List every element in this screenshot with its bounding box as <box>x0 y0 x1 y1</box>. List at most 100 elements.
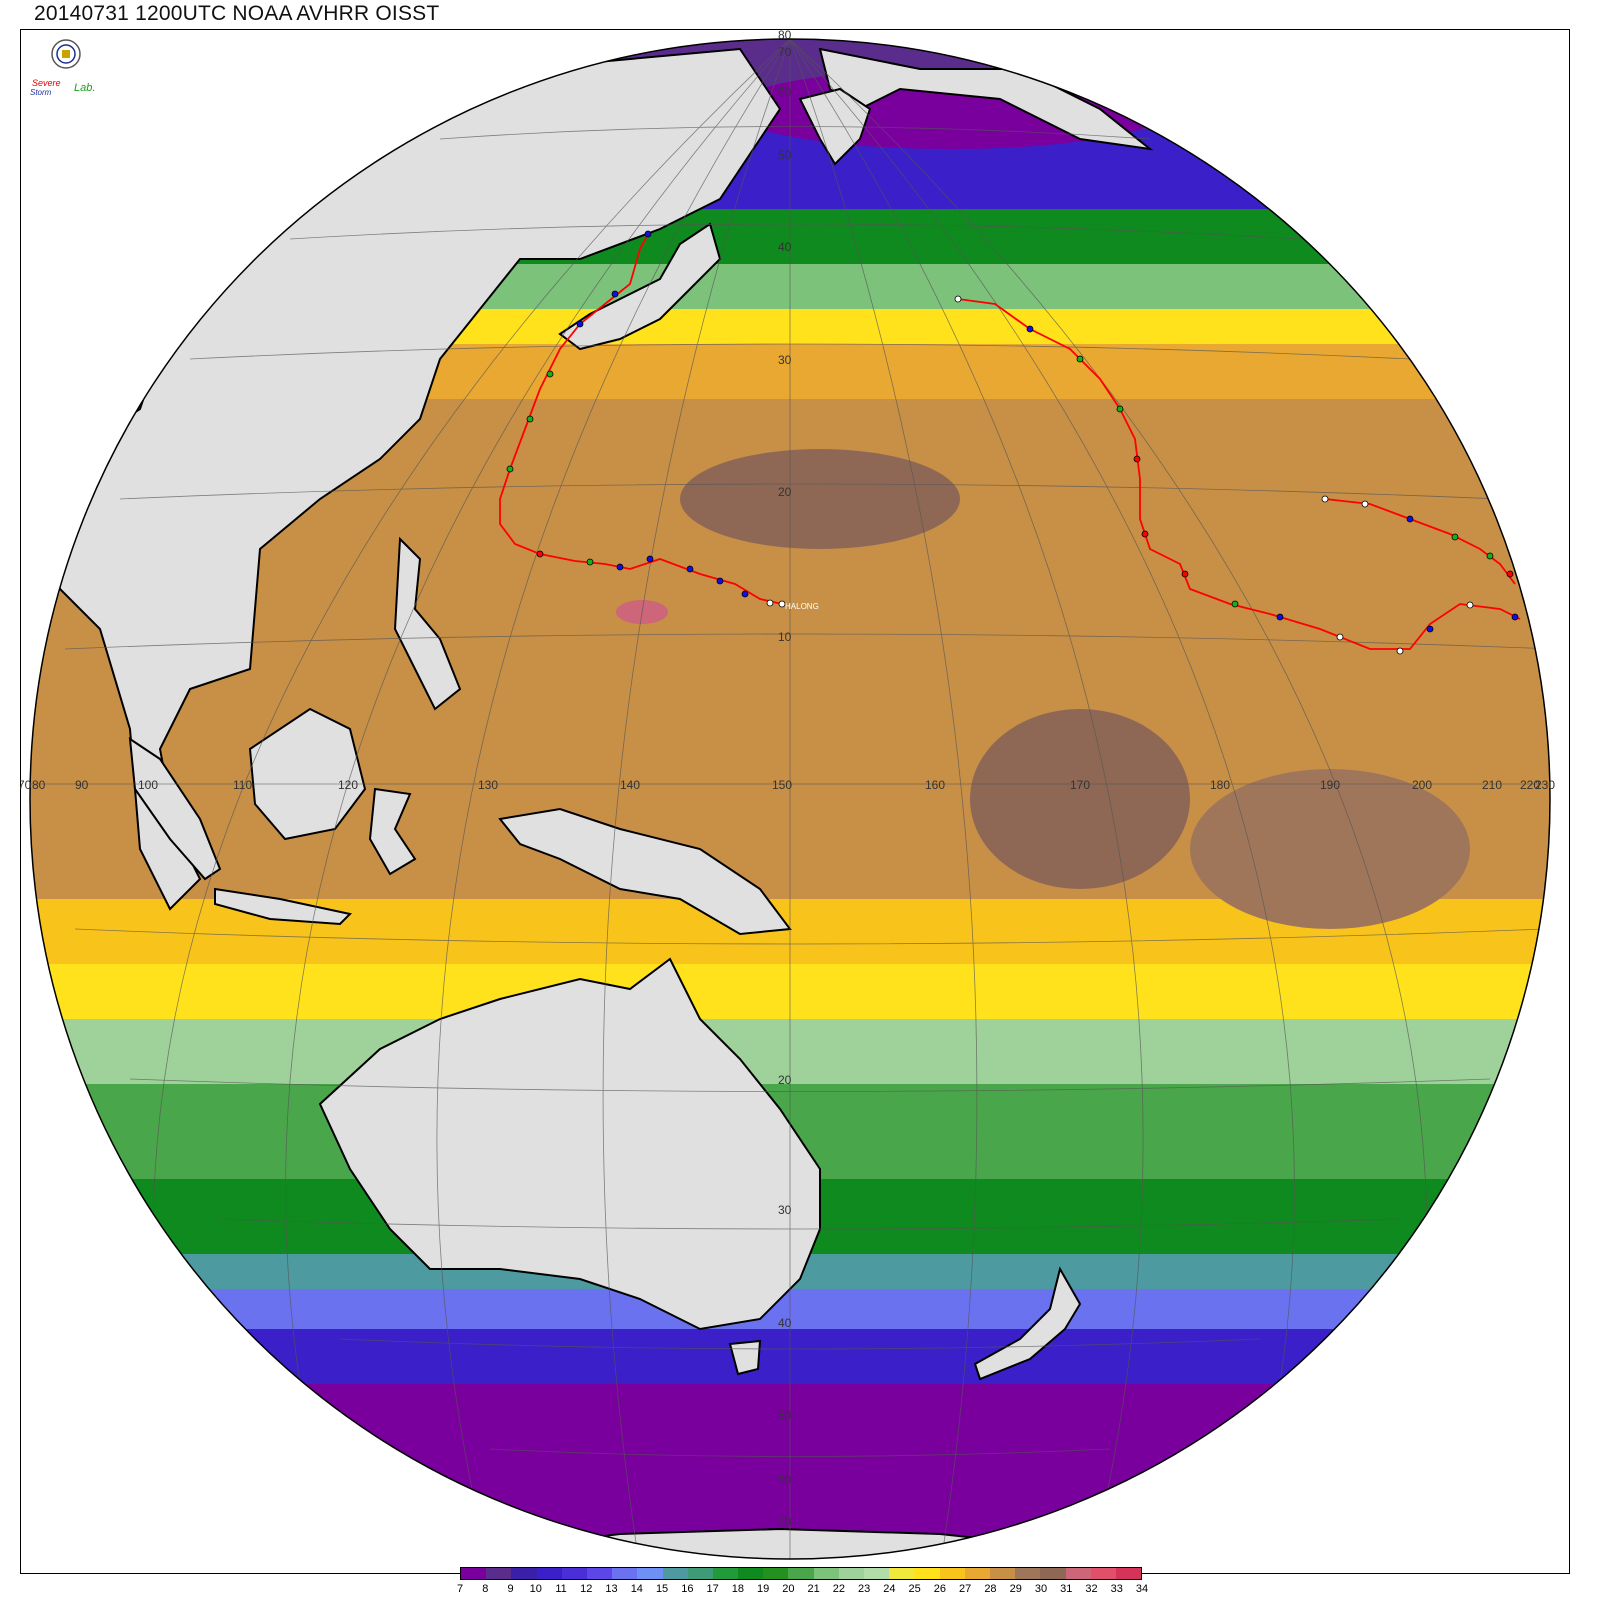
severe-storm-lab-logo: Severe Storm Lab. <box>30 39 95 97</box>
lat-label: 70 <box>778 45 792 59</box>
sst-band-lightgreen-south <box>30 1019 1550 1089</box>
colorbar-cell <box>1015 1568 1041 1579</box>
land-sulawesi <box>368 787 417 876</box>
lon-label: 220 <box>1520 778 1540 792</box>
track-marker <box>1361 500 1369 508</box>
colorbar-label: 13 <box>605 1583 618 1595</box>
lat-label: 40 <box>778 1316 792 1330</box>
colorbar-cell <box>1065 1568 1091 1579</box>
warm-pool-patch <box>680 449 960 549</box>
lat-label: 30 <box>778 353 792 367</box>
land-japan <box>558 222 722 351</box>
colorbar-label: 10 <box>529 1583 542 1595</box>
sst-band-indigo-south <box>30 1329 1550 1389</box>
colorbar-cell <box>486 1568 512 1579</box>
track-marker <box>1276 613 1284 621</box>
colorbar-cell <box>914 1568 940 1579</box>
colorbar-label: 26 <box>933 1583 947 1595</box>
lon-label: 110 <box>233 778 252 792</box>
track-marker <box>646 555 654 563</box>
sst-band-yellow-south <box>30 964 1550 1024</box>
logo-text-storm: Storm <box>30 88 52 97</box>
colorbar-cell <box>536 1568 562 1579</box>
track-marker <box>1076 355 1084 363</box>
track-marker <box>741 590 749 598</box>
colorbar-labels: 7 8 9 10 11 12 13 14 15 16 17 18 19 20 21 22 23 24 25 26 27 2… <box>0 1583 1600 1599</box>
colorbar-cell <box>612 1568 638 1579</box>
logo-text-severe: Severe <box>32 78 61 88</box>
sst-colorbar <box>460 1567 1142 1580</box>
track-marker <box>1466 601 1474 609</box>
land-new-guinea <box>498 807 792 936</box>
colorbar-cell <box>511 1568 537 1579</box>
track-marker <box>611 290 619 298</box>
track-marker <box>536 550 544 558</box>
colorbar-label: 15 <box>655 1583 669 1595</box>
land-philippines <box>393 536 462 711</box>
track-marker <box>1181 570 1189 578</box>
colorbar-cell <box>964 1568 990 1579</box>
colorbar-label: 20 <box>782 1583 795 1595</box>
lon-label: 150 <box>772 778 792 792</box>
colorbar-cell <box>813 1568 839 1579</box>
lon-label: 90 <box>75 778 89 792</box>
logo-text-lab: Lab. <box>74 82 95 94</box>
globe-outline <box>29 38 1551 1560</box>
track-marker <box>686 565 694 573</box>
track-marker <box>586 558 594 566</box>
colorbar-label: 17 <box>706 1583 719 1595</box>
colorbar-label: 29 <box>1009 1583 1022 1595</box>
colorbar-cell <box>939 1568 965 1579</box>
lon-label: 200 <box>1412 778 1432 792</box>
track-marker <box>1506 570 1514 578</box>
lon-label: 230 <box>1535 778 1555 792</box>
lon-label: 130 <box>478 778 498 792</box>
colorbar-cell <box>687 1568 713 1579</box>
land-new-zealand <box>973 1266 1082 1381</box>
land-java <box>214 887 353 926</box>
lat-label: 20 <box>778 1073 792 1087</box>
colorbar-cell <box>788 1568 814 1579</box>
colorbar-cell <box>586 1568 613 1579</box>
colorbar-label: 27 <box>959 1583 972 1595</box>
lat-label: 10 <box>778 630 792 644</box>
track-marker <box>546 370 554 378</box>
lon-label: 100 <box>138 778 158 792</box>
lon-label: 170 <box>1070 778 1090 792</box>
lon-label: 190 <box>1320 778 1340 792</box>
track-marker <box>1451 533 1459 541</box>
track-marker <box>1511 613 1519 621</box>
colorbar-cell <box>1040 1568 1066 1579</box>
track-marker <box>1321 495 1329 503</box>
track-marker <box>526 415 534 423</box>
colorbar-cell <box>738 1568 764 1579</box>
colorbar-cell <box>662 1568 688 1579</box>
colorbar-label: 24 <box>883 1583 896 1595</box>
colorbar-cell <box>712 1568 739 1579</box>
colorbar-cell <box>838 1568 864 1579</box>
track-marker <box>1396 647 1404 655</box>
lon-label: 80 <box>32 778 46 792</box>
lat-label: 60 <box>778 85 792 99</box>
colorbar-label: 23 <box>858 1583 871 1595</box>
track-marker <box>778 600 786 608</box>
colorbar-cell <box>461 1568 487 1579</box>
track-marker <box>506 465 514 473</box>
colorbar-cell <box>864 1568 890 1579</box>
lat-label: 30 <box>778 1203 792 1217</box>
colorbar-label: 34 <box>1135 1583 1149 1595</box>
lon-label: 180 <box>1210 778 1230 792</box>
track-marker <box>1486 552 1494 560</box>
track-markers <box>506 230 1519 655</box>
colorbar-cell <box>1115 1568 1142 1579</box>
lat-label: 50 <box>778 1408 792 1422</box>
colorbar-label: 21 <box>807 1583 820 1595</box>
track-marker <box>616 563 624 571</box>
colorbar-label: 9 <box>507 1583 514 1595</box>
colorbar-label: 28 <box>984 1583 997 1595</box>
track-marker <box>1026 325 1034 333</box>
track-marker <box>766 599 774 607</box>
sst-band-purple-blue <box>30 129 1550 219</box>
track-marker <box>1141 530 1149 538</box>
colorbar-label: 32 <box>1085 1583 1098 1595</box>
